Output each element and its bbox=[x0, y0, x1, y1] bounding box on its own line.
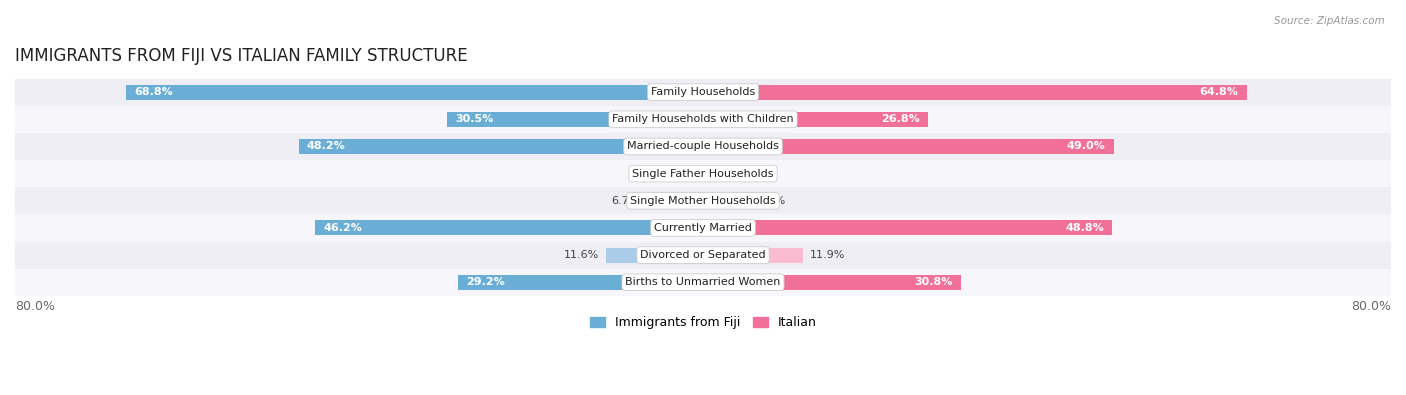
Bar bbox=[298, 139, 703, 154]
Text: 30.8%: 30.8% bbox=[915, 277, 953, 287]
Bar bbox=[15, 160, 1391, 187]
Text: Married-couple Households: Married-couple Households bbox=[627, 141, 779, 151]
Bar bbox=[606, 248, 703, 263]
Bar bbox=[703, 139, 1114, 154]
Text: 68.8%: 68.8% bbox=[134, 87, 173, 97]
Bar bbox=[703, 166, 721, 181]
Bar bbox=[703, 112, 928, 127]
Bar bbox=[681, 166, 703, 181]
Text: Births to Unmarried Women: Births to Unmarried Women bbox=[626, 277, 780, 287]
Text: Currently Married: Currently Married bbox=[654, 223, 752, 233]
Text: Divorced or Separated: Divorced or Separated bbox=[640, 250, 766, 260]
Bar bbox=[703, 85, 1247, 100]
Text: 11.9%: 11.9% bbox=[810, 250, 845, 260]
Text: Family Households: Family Households bbox=[651, 87, 755, 97]
Bar bbox=[125, 85, 703, 100]
Bar bbox=[15, 269, 1391, 296]
Text: 2.7%: 2.7% bbox=[645, 169, 673, 179]
Bar bbox=[447, 112, 703, 127]
Text: 48.8%: 48.8% bbox=[1066, 223, 1104, 233]
Bar bbox=[15, 187, 1391, 214]
Bar bbox=[15, 133, 1391, 160]
Text: 26.8%: 26.8% bbox=[880, 114, 920, 124]
Bar bbox=[15, 106, 1391, 133]
Bar bbox=[15, 214, 1391, 241]
Bar bbox=[703, 220, 1112, 235]
Text: 5.6%: 5.6% bbox=[756, 196, 785, 206]
Legend: Immigrants from Fiji, Italian: Immigrants from Fiji, Italian bbox=[585, 311, 821, 334]
Text: IMMIGRANTS FROM FIJI VS ITALIAN FAMILY STRUCTURE: IMMIGRANTS FROM FIJI VS ITALIAN FAMILY S… bbox=[15, 47, 468, 65]
Text: 64.8%: 64.8% bbox=[1199, 87, 1239, 97]
Text: 80.0%: 80.0% bbox=[1351, 300, 1391, 313]
Text: 49.0%: 49.0% bbox=[1067, 141, 1105, 151]
Text: Single Mother Households: Single Mother Households bbox=[630, 196, 776, 206]
Text: Single Father Households: Single Father Households bbox=[633, 169, 773, 179]
Text: 46.2%: 46.2% bbox=[323, 223, 363, 233]
Bar bbox=[458, 275, 703, 290]
Bar bbox=[15, 241, 1391, 269]
Bar bbox=[15, 79, 1391, 106]
Text: 80.0%: 80.0% bbox=[15, 300, 55, 313]
Bar bbox=[703, 193, 749, 208]
Bar bbox=[647, 193, 703, 208]
Text: 48.2%: 48.2% bbox=[307, 141, 346, 151]
Text: 29.2%: 29.2% bbox=[467, 277, 505, 287]
Bar bbox=[315, 220, 703, 235]
Text: 11.6%: 11.6% bbox=[564, 250, 599, 260]
Text: 6.7%: 6.7% bbox=[612, 196, 640, 206]
Bar bbox=[703, 248, 803, 263]
Text: Family Households with Children: Family Households with Children bbox=[612, 114, 794, 124]
Text: 30.5%: 30.5% bbox=[456, 114, 494, 124]
Bar bbox=[703, 275, 962, 290]
Text: Source: ZipAtlas.com: Source: ZipAtlas.com bbox=[1274, 16, 1385, 26]
Text: 2.2%: 2.2% bbox=[728, 169, 756, 179]
